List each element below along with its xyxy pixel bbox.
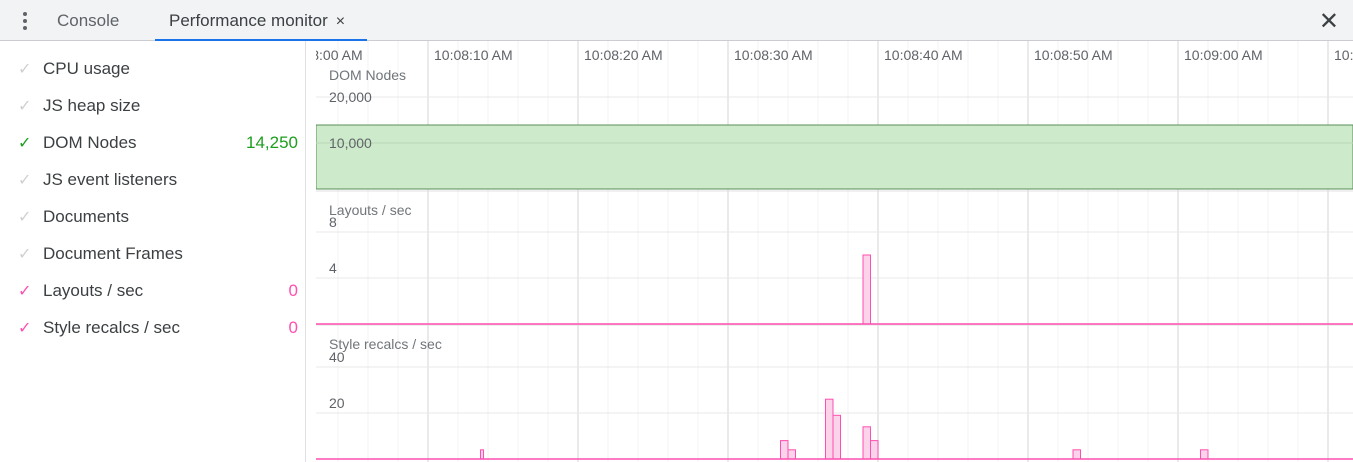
data-bar <box>787 449 796 460</box>
metric-label: JS event listeners <box>43 170 178 189</box>
time-tick-label: 10:08:40 AM <box>884 47 963 63</box>
time-tick-label: 10:09:00 AM <box>1184 47 1263 63</box>
data-bar <box>825 398 834 460</box>
checkmark-icon: ✓ <box>18 135 32 152</box>
time-tick-label: 10:09:10 AM <box>1334 47 1353 63</box>
y-tick-label: 20 <box>329 395 345 411</box>
metric-label: Document Frames <box>43 244 183 263</box>
checkmark-icon: ✓ <box>18 320 32 337</box>
y-tick-label: 20,000 <box>329 89 372 105</box>
time-tick-label: 10:08:30 AM <box>734 47 813 63</box>
metric-label: CPU usage <box>43 59 130 78</box>
metric-toggle[interactable]: ✓ Layouts / sec 0 <box>18 276 300 306</box>
lane-title: Layouts / sec <box>329 202 412 218</box>
metric-toggle[interactable]: ✓ JS event listeners <box>18 165 300 195</box>
y-tick-label: 40 <box>329 349 345 365</box>
metric-label: Documents <box>43 207 129 226</box>
data-bar <box>862 426 871 460</box>
data-bar <box>780 440 789 460</box>
time-tick-label: 10:08:20 AM <box>584 47 663 63</box>
metric-toggle[interactable]: ✓ Document Frames <box>18 239 300 269</box>
more-options-kebab-icon[interactable] <box>20 10 30 32</box>
data-bar <box>862 254 871 325</box>
checkmark-icon: ✓ <box>18 209 32 226</box>
tab-bar: Console Performance monitor × ✕ <box>0 0 1353 41</box>
data-bar <box>1072 449 1081 460</box>
metric-toggle[interactable]: ✓ Style recalcs / sec 0 <box>18 313 300 343</box>
y-tick-label: 8 <box>329 214 337 230</box>
metric-label: DOM Nodes <box>43 133 137 152</box>
close-tab-icon[interactable]: × <box>335 13 346 30</box>
metric-toggle[interactable]: ✓ DOM Nodes 14,250 <box>18 128 300 158</box>
dom-nodes-area <box>316 124 1353 190</box>
data-bar <box>480 449 484 460</box>
y-tick-label: 4 <box>329 260 337 276</box>
metric-label: Style recalcs / sec <box>43 318 180 337</box>
metric-value: 14,250 <box>246 133 298 152</box>
lane-title: DOM Nodes <box>329 67 406 83</box>
time-tick-label: 10:08:10 AM <box>434 47 513 63</box>
tab-label: Performance monitor <box>169 11 328 30</box>
checkmark-icon: ✓ <box>18 283 32 300</box>
metric-value: 0 <box>288 281 298 300</box>
time-tick-label: 10:08:00 AM <box>316 47 363 63</box>
metrics-sidebar: ✓ CPU usage ✓ JS heap size ✓ DOM Nodes 14,250 ✓… <box>0 41 306 462</box>
lane-title: Style recalcs / sec <box>329 336 442 352</box>
checkmark-icon: ✓ <box>18 172 32 189</box>
performance-chart: 10:08:00 AM 10:08:10 AM 10:08:20 AM 10:08:3… <box>316 41 1353 462</box>
y-tick-label: 10,000 <box>329 135 372 151</box>
metric-value: 0 <box>288 318 298 337</box>
checkmark-icon: ✓ <box>18 61 32 78</box>
metric-toggle[interactable]: ✓ Documents <box>18 202 300 232</box>
data-bar <box>870 440 879 460</box>
time-tick-label: 10:08:50 AM <box>1034 47 1113 63</box>
checkmark-icon: ✓ <box>18 98 32 115</box>
data-bar <box>1200 449 1209 460</box>
metric-label: Layouts / sec <box>43 281 144 300</box>
tab-performance-monitor[interactable]: Performance monitor × <box>155 0 367 41</box>
metric-toggle[interactable]: ✓ JS heap size <box>18 91 300 121</box>
checkmark-icon: ✓ <box>18 246 32 263</box>
metric-toggle[interactable]: ✓ CPU usage <box>18 54 300 84</box>
metric-label: JS heap size <box>43 96 141 115</box>
tab-console[interactable]: Console <box>57 11 120 30</box>
close-panel-icon[interactable]: ✕ <box>1318 8 1339 35</box>
data-bar <box>832 414 841 460</box>
